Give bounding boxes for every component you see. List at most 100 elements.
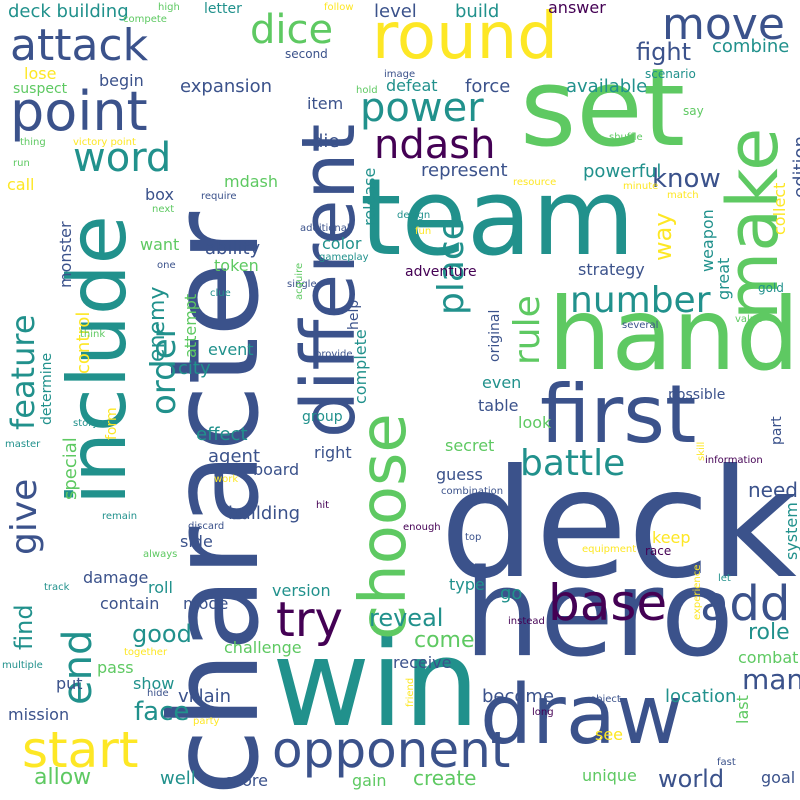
word-always: always [143, 549, 178, 560]
word-board: board [253, 460, 300, 479]
word-provide: provide [315, 349, 353, 360]
word-face: face [134, 697, 190, 727]
word-deck-building: deck building [8, 1, 129, 22]
word-allow: allow [34, 765, 92, 790]
word-remain: remain [102, 511, 138, 522]
word-gain: gain [352, 771, 387, 790]
word-special: special [60, 437, 81, 500]
word-run: run [13, 158, 30, 169]
word-last: last [733, 695, 752, 724]
word-rule: rule [507, 295, 548, 365]
word-guess: guess [436, 465, 483, 484]
word-table: table [478, 396, 519, 415]
word-complete: complete [351, 329, 370, 404]
word-discard: discard [188, 521, 225, 532]
word-come: come [414, 628, 475, 653]
word-experience: experience [692, 564, 703, 620]
word-single: single [287, 279, 317, 290]
word-call: call [7, 175, 35, 194]
word-several: several [622, 320, 659, 331]
word-answer: answer [548, 0, 606, 17]
word-give: give [4, 478, 45, 555]
word-additional: additional [300, 223, 350, 234]
word-put: put [56, 674, 83, 693]
word-help: help [346, 299, 362, 330]
word-contain: contain [100, 594, 160, 613]
word-enemy: enemy [145, 286, 170, 362]
word-think: think [80, 329, 106, 340]
word-hit: hit [316, 500, 330, 511]
word-damage: damage [83, 568, 149, 587]
word-lose: lose [24, 64, 57, 83]
word-collect: collect [770, 182, 789, 235]
word-say: say [683, 104, 704, 118]
word-follow: follow [324, 2, 354, 13]
word-find: find [10, 604, 38, 650]
word-force: force [465, 76, 511, 97]
word-friend: friend [405, 677, 416, 707]
word-require: require [201, 191, 237, 202]
word-fun: fun [415, 226, 432, 237]
word-master: master [5, 439, 41, 450]
word-victory-point: victory point [73, 137, 136, 148]
word-keep: keep [652, 528, 691, 547]
word-available: available [566, 76, 648, 97]
word-letter: letter [204, 1, 242, 17]
word-know: know [652, 164, 721, 194]
word-role: role [748, 620, 790, 645]
word-control: control [73, 311, 94, 374]
word-battle: battle [520, 443, 626, 484]
word-strategy: strategy [578, 260, 645, 279]
word-value: value [735, 314, 763, 325]
word-villain: villain [178, 686, 232, 707]
word-minute: minute [623, 181, 659, 192]
word-need: need [748, 478, 798, 502]
word-top: top [465, 532, 482, 543]
word-see: see [595, 725, 624, 744]
word-image: image [384, 69, 416, 80]
word-draw: draw [480, 668, 684, 763]
word-long: long [532, 707, 554, 718]
word-determine: determine [39, 352, 55, 425]
word-race: race [645, 544, 672, 558]
word-clue: clue [210, 288, 231, 299]
word-deck: deck [440, 438, 797, 612]
word-combat: combat [738, 648, 799, 667]
word-building: building [228, 503, 301, 524]
word-version: version [272, 581, 331, 600]
word-goal: goal [761, 768, 796, 787]
word-secret: secret [445, 436, 495, 455]
word-attack: attack [10, 20, 149, 71]
word-first: first [540, 368, 697, 461]
word-mode: mode [183, 594, 229, 613]
word-enough: enough [403, 522, 441, 533]
word-base: base [548, 574, 668, 632]
word-thing: thing [20, 137, 46, 148]
word-system: system [782, 502, 800, 560]
word-reveal: reveal [369, 604, 444, 632]
word-together: together [124, 647, 168, 658]
word-edition: edition [790, 136, 800, 198]
word-ndash: ndash [374, 122, 496, 168]
word-go: go [500, 583, 523, 604]
word-create: create [413, 766, 477, 790]
word-begin: begin [99, 71, 144, 90]
word-fast: fast [717, 757, 736, 768]
word-color: color [322, 234, 362, 253]
word-skill: skill [696, 441, 707, 461]
word-shuffle: shuffle [609, 132, 643, 143]
word-hide: hide [147, 688, 169, 699]
word-next: next [152, 204, 175, 215]
word-hero: hero [464, 545, 734, 684]
word-well: well [160, 768, 196, 789]
word-opponent: opponent [272, 721, 511, 779]
word-city: city [178, 358, 211, 379]
word-suspect: suspect [13, 81, 68, 97]
word-world: world [658, 765, 725, 793]
word-mdash: mdash [224, 172, 279, 191]
word-try: try [276, 592, 343, 648]
word-combine: combine [712, 36, 790, 57]
word-second: second [285, 47, 328, 61]
word-move: move [662, 0, 785, 50]
